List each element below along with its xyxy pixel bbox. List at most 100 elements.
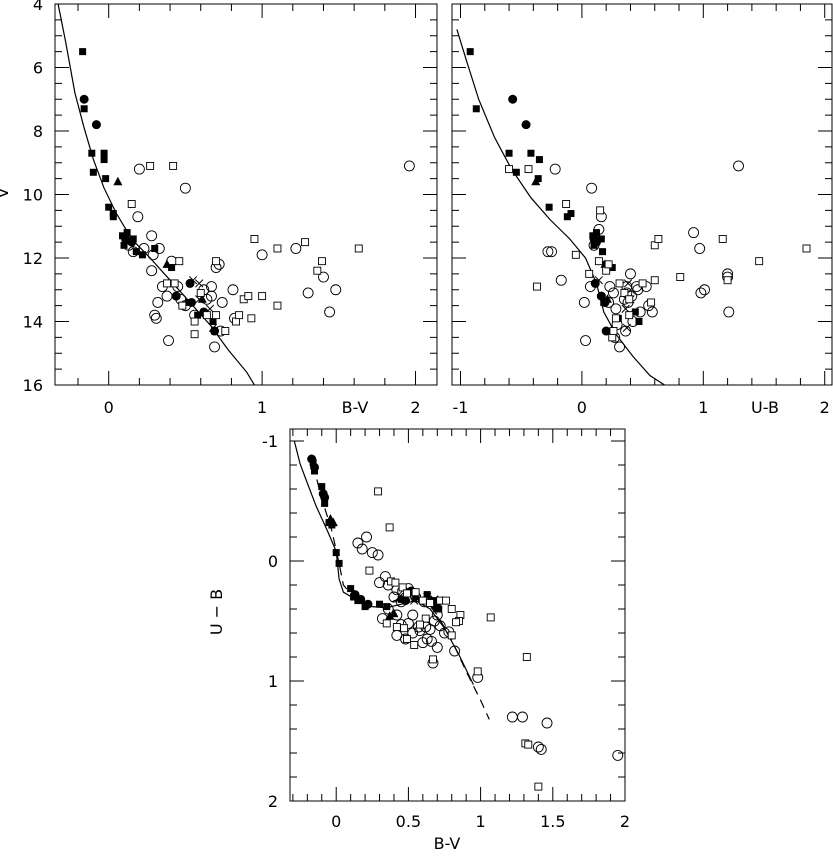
x-tick-label: 1: [476, 812, 486, 831]
point-filled-square: [567, 210, 575, 218]
point-open-square: [625, 295, 634, 304]
point-open-circle: [603, 297, 615, 308]
point-filled-square: [592, 229, 600, 237]
point-open-square: [400, 624, 409, 633]
point-open-square: [146, 161, 155, 170]
point-open-square: [169, 161, 178, 170]
point-open-square: [676, 273, 685, 281]
y-tick-label: -1: [262, 432, 278, 451]
point-filled-square: [534, 175, 542, 183]
point-open-circle: [206, 281, 217, 293]
point-open-circle: [586, 182, 598, 194]
point-filled-square: [332, 549, 340, 557]
point-filled-square: [599, 248, 607, 256]
point-filled-square: [505, 149, 513, 157]
point-open-circle: [374, 577, 385, 589]
point-filled-square: [168, 264, 176, 272]
point-open-square: [524, 165, 533, 174]
curves: [456, 29, 665, 385]
point-open-circle: [138, 243, 150, 254]
x-tick-label: 0.5: [396, 812, 421, 831]
data-points: [307, 454, 624, 791]
point-open-square: [175, 257, 184, 266]
point-open-circle: [612, 749, 624, 761]
y-tick-label: 0: [268, 552, 278, 571]
point-open-circle: [209, 341, 221, 353]
point-filled-square: [321, 499, 329, 507]
point-filled-circle: [363, 599, 373, 609]
point-open-square: [398, 583, 407, 592]
point-filled-square: [105, 203, 113, 211]
point-open-square: [604, 260, 613, 269]
point-cross: [623, 279, 633, 288]
point-open-circle: [127, 246, 139, 258]
point-open-circle: [132, 211, 144, 223]
point-open-circle: [517, 711, 528, 723]
point-open-circle: [179, 182, 191, 194]
point-open-circle: [610, 303, 622, 315]
point-filled-circle: [210, 326, 220, 336]
point-open-circle: [152, 297, 164, 308]
point-filled-triangle: [113, 176, 123, 186]
point-filled-square: [383, 603, 391, 611]
point-filled-square: [545, 203, 553, 211]
point-filled-square: [423, 591, 431, 599]
point-open-square: [313, 266, 322, 275]
x-tick-label: 0: [104, 398, 114, 417]
point-open-square: [534, 782, 543, 791]
point-open-square: [317, 257, 326, 266]
point-filled-square: [527, 149, 535, 157]
point-filled-square: [563, 213, 571, 221]
point-open-circle: [580, 335, 591, 346]
point-filled-triangle: [325, 514, 335, 523]
point-open-square: [385, 523, 394, 532]
point-filled-square: [472, 105, 480, 113]
point-open-circle: [578, 297, 590, 308]
point-filled-square: [102, 175, 110, 183]
sequence-curve: [293, 440, 474, 685]
point-filled-square: [89, 168, 97, 176]
point-open-square: [638, 279, 647, 288]
plot-frame: [289, 428, 626, 802]
point-open-square: [562, 200, 571, 208]
point-filled-square: [347, 585, 355, 593]
point-open-circle: [146, 265, 158, 277]
point-open-circle: [290, 243, 302, 254]
point-open-square: [190, 317, 199, 326]
point-filled-circle: [320, 492, 330, 502]
point-filled-square: [635, 318, 643, 325]
point-open-circle: [723, 306, 735, 318]
point-open-square: [365, 566, 374, 575]
point-open-square: [718, 234, 727, 243]
point-filled-circle: [91, 120, 101, 130]
point-open-circle: [366, 547, 378, 559]
point-open-circle: [216, 297, 228, 308]
point-open-square: [163, 279, 171, 288]
point-open-circle: [733, 160, 744, 172]
point-open-square: [755, 257, 764, 266]
point-open-circle: [506, 711, 518, 723]
point-open-square: [411, 588, 420, 597]
point-open-circle: [356, 543, 368, 555]
point-open-square: [522, 653, 531, 661]
point-open-square: [486, 613, 495, 622]
point-open-square: [585, 269, 594, 278]
point-open-circle: [608, 287, 619, 299]
point-open-circle: [604, 281, 616, 293]
point-open-circle: [542, 246, 554, 258]
point-open-circle: [614, 341, 625, 353]
point-open-circle: [695, 287, 707, 299]
point-open-square: [421, 614, 430, 623]
point-open-circle: [302, 287, 314, 299]
point-open-square: [418, 596, 427, 605]
point-filled-circle: [171, 291, 181, 301]
point-open-square: [250, 234, 259, 243]
point-open-circle: [699, 284, 710, 296]
point-cross: [195, 279, 204, 288]
point-open-circle: [318, 271, 329, 283]
point-open-square: [196, 288, 205, 297]
point-open-circle: [395, 596, 407, 608]
point-open-circle: [147, 249, 159, 261]
point-filled-circle: [310, 462, 320, 472]
point-open-square: [301, 238, 310, 247]
